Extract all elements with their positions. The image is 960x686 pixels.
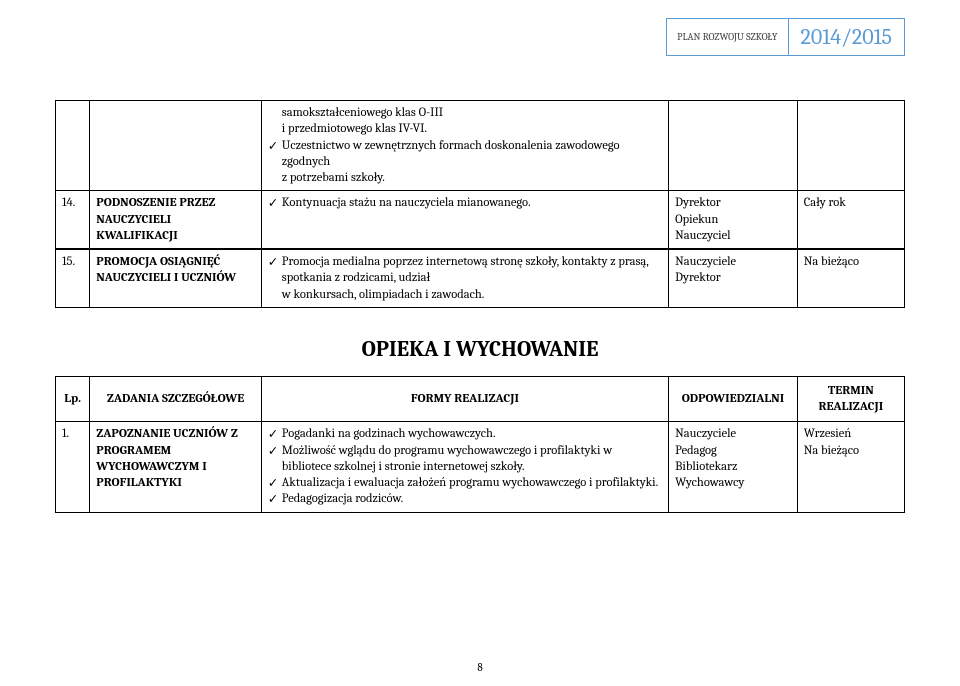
cell-forms: ✓ Pogadanki na godzinach wychowawczych. … — [261, 422, 668, 512]
form-text: Możliwość wglądu do programu wychowawcze… — [282, 443, 662, 476]
cell-resp: Dyrektor Opiekun Nauczyciel — [669, 191, 798, 249]
form-bullet: ✓ Aktualizacja i ewaluacja założeń progr… — [268, 475, 662, 491]
cell-num — [56, 101, 90, 191]
cell-num: 1. — [56, 422, 90, 512]
page-number: 8 — [0, 661, 960, 674]
table-row: samokształceniowego klas O-III i przedmi… — [56, 101, 905, 191]
form-line: w konkursach, olimpiadach i zawodach. — [268, 287, 662, 303]
section-title: OPIEKA I WYCHOWANIE — [55, 336, 905, 362]
header-title: PLAN ROZWOJU SZKOŁY — [667, 19, 788, 55]
check-icon: ✓ — [268, 254, 282, 287]
header-task: ZADANIA SZCZEGÓŁOWE — [90, 376, 262, 422]
header-year: 2014/2015 — [789, 19, 905, 55]
table-opieka: Lp. ZADANIA SZCZEGÓŁOWE FORMY REALIZACJI… — [55, 376, 905, 513]
form-line: i przedmiotowego klas IV-VI. — [268, 121, 662, 137]
header-term: TERMIN REALIZACJI — [797, 376, 904, 422]
form-text: Uczestnictwo w zewnętrznych formach dosk… — [282, 138, 662, 171]
page-header-box: PLAN ROZWOJU SZKOŁY 2014/2015 — [666, 18, 905, 56]
cell-task: PROMOCJA OSIĄGNIĘĆ NAUCZYCIELI I UCZNIÓW — [90, 249, 262, 307]
check-icon: ✓ — [268, 443, 282, 476]
cell-task — [90, 101, 262, 191]
form-text: Pogadanki na godzinach wychowawczych. — [282, 426, 662, 442]
cell-term — [797, 101, 904, 191]
cell-resp: Nauczyciele Dyrektor — [669, 249, 798, 307]
cell-forms: ✓ Kontynuacja stażu na nauczyciela miano… — [261, 191, 668, 249]
page-content: samokształceniowego klas O-III i przedmi… — [55, 100, 905, 513]
form-bullet: ✓ Możliwość wglądu do programu wychowawc… — [268, 443, 662, 476]
check-icon: ✓ — [268, 138, 282, 171]
check-icon: ✓ — [268, 475, 282, 491]
cell-forms: samokształceniowego klas O-III i przedmi… — [261, 101, 668, 191]
header-resp: ODPOWIEDZIALNI — [669, 376, 798, 422]
header-forms: FORMY REALIZACJI — [261, 376, 668, 422]
cell-num: 15. — [56, 249, 90, 307]
table-row: 1. ZAPOZNANIE UCZNIÓW Z PROGRAMEM WYCHOW… — [56, 422, 905, 512]
form-line: z potrzebami szkoły. — [268, 170, 662, 186]
form-bullet: ✓ Pedagogizacja rodziców. — [268, 491, 662, 507]
table-row: 15. PROMOCJA OSIĄGNIĘĆ NAUCZYCIELI I UCZ… — [56, 249, 905, 307]
table-header-row: Lp. ZADANIA SZCZEGÓŁOWE FORMY REALIZACJI… — [56, 376, 905, 422]
form-bullet: ✓ Kontynuacja stażu na nauczyciela miano… — [268, 195, 662, 211]
form-text: Promocja medialna poprzez internetową st… — [282, 254, 662, 287]
cell-term: Na bieżąco — [797, 249, 904, 307]
form-text: Aktualizacja i ewaluacja założeń program… — [282, 475, 662, 491]
form-bullet: ✓ Uczestnictwo w zewnętrznych formach do… — [268, 138, 662, 171]
cell-term: Wrzesień Na bieżąco — [797, 422, 904, 512]
cell-forms: ✓ Promocja medialna poprzez internetową … — [261, 249, 668, 307]
cell-num: 14. — [56, 191, 90, 249]
form-line: samokształceniowego klas O-III — [268, 105, 662, 121]
cell-term: Cały rok — [797, 191, 904, 249]
form-bullet: ✓ Promocja medialna poprzez internetową … — [268, 254, 662, 287]
table-continuation: samokształceniowego klas O-III i przedmi… — [55, 100, 905, 308]
check-icon: ✓ — [268, 195, 282, 211]
table-row: 14. PODNOSZENIE PRZEZ NAUCZYCIELI KWALIF… — [56, 191, 905, 249]
cell-task: ZAPOZNANIE UCZNIÓW Z PROGRAMEM WYCHOWAWC… — [90, 422, 262, 512]
form-text: Pedagogizacja rodziców. — [282, 491, 662, 507]
check-icon: ✓ — [268, 491, 282, 507]
form-text: Kontynuacja stażu na nauczyciela mianowa… — [282, 195, 662, 211]
cell-resp — [669, 101, 798, 191]
cell-task: PODNOSZENIE PRZEZ NAUCZYCIELI KWALIFIKAC… — [90, 191, 262, 249]
form-bullet: ✓ Pogadanki na godzinach wychowawczych. — [268, 426, 662, 442]
cell-resp: Nauczyciele Pedagog Bibliotekarz Wychowa… — [669, 422, 798, 512]
check-icon: ✓ — [268, 426, 282, 442]
header-num: Lp. — [56, 376, 90, 422]
